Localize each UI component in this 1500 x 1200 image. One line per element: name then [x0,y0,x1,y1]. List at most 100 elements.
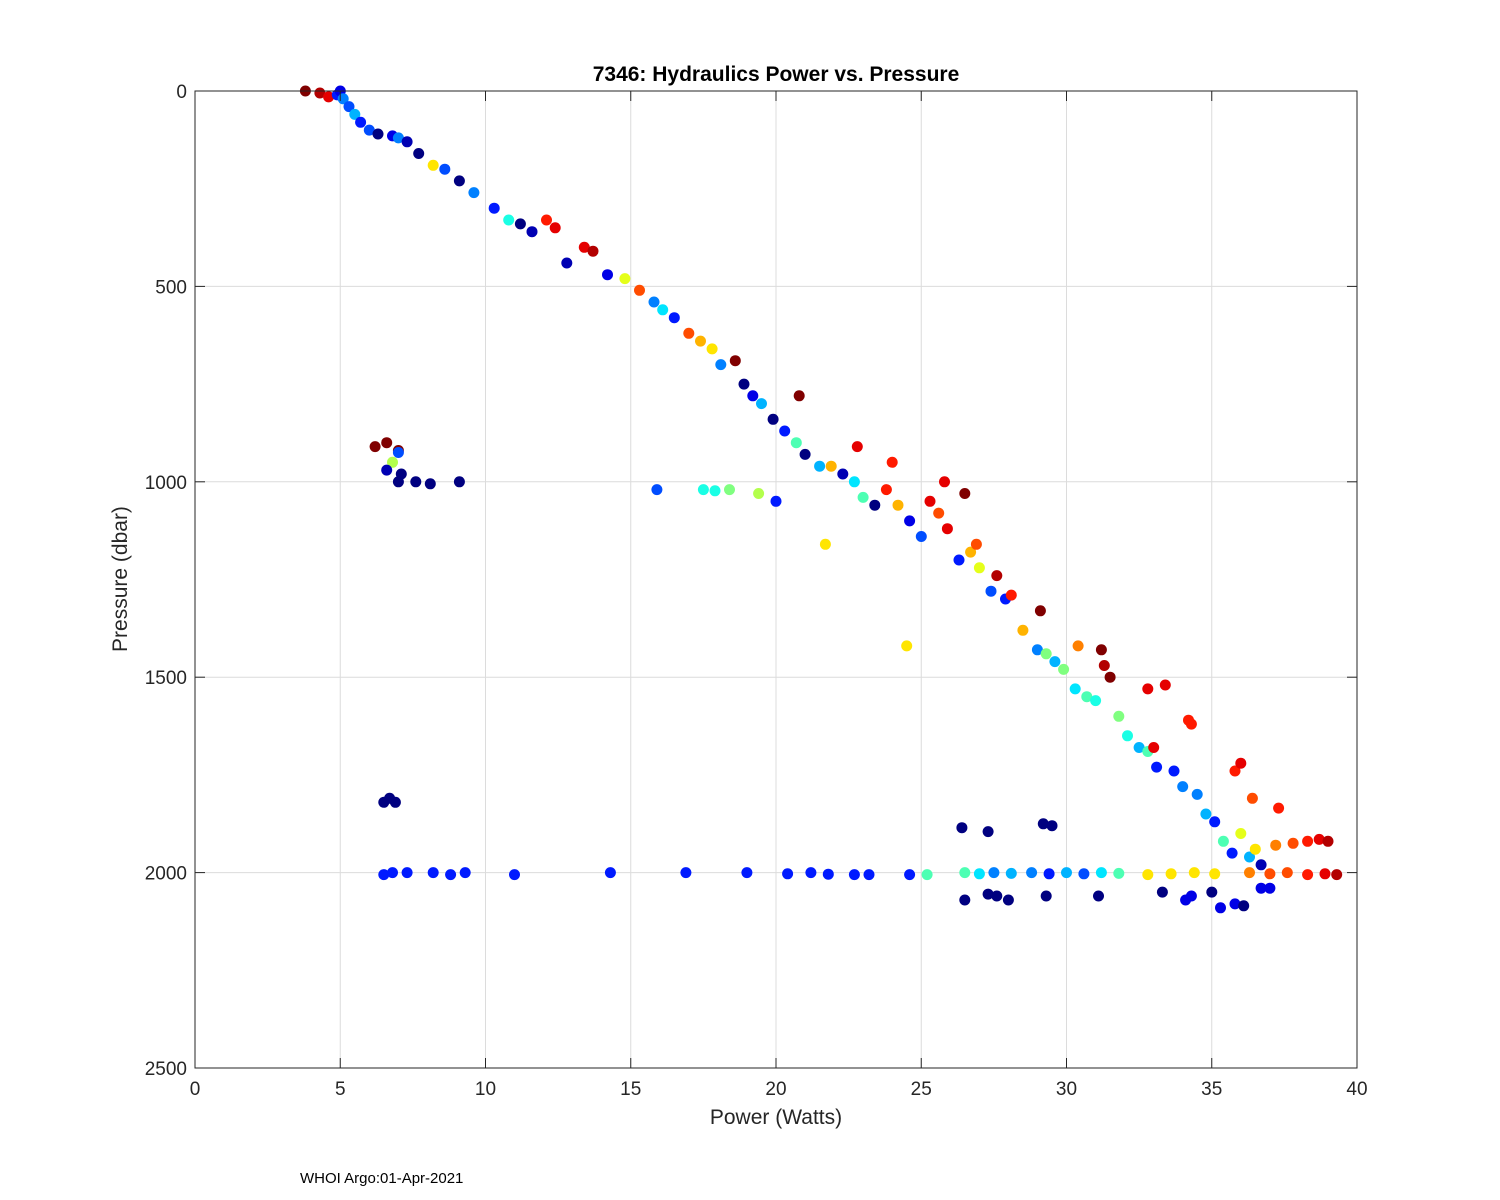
scatter-point [578,241,590,253]
scatter-point [1005,867,1017,879]
scatter-point [355,116,367,128]
scatter-point [459,867,471,879]
scatter-point [680,867,692,879]
scatter-point [779,425,791,437]
scatter-point [1034,605,1046,617]
scatter-point [695,335,706,347]
scatter-point [901,640,913,652]
scatter-point [857,491,869,503]
scatter-point [668,312,680,324]
scatter-point [648,296,660,308]
scatter-point [825,460,837,472]
scatter-point [1168,765,1180,777]
x-tick-label: 20 [765,1079,786,1100]
scatter-point [848,869,860,881]
scatter-point [392,476,404,488]
scatter-point [985,585,997,597]
scatter-point [651,484,663,496]
scatter-point [706,343,718,355]
scatter-point [892,499,904,511]
scatter-point [424,478,436,490]
scatter-point [782,868,794,880]
scatter-point [1078,868,1090,880]
scatter-point [1113,867,1125,879]
scatter-point [988,867,1000,879]
scatter-point [738,378,750,390]
scatter-point [1081,691,1093,703]
scatter-point [1200,808,1212,820]
scatter-point [468,187,480,199]
scatter-point [514,218,526,230]
axis-ticks: 0 5 10 15 20 25 30 35 40 0 500 1000 1500 2000 2500 [145,82,1368,1100]
scatter-point [1069,683,1081,695]
scatter-point [314,87,326,99]
scatter-point [401,136,413,148]
scatter-point [915,531,927,542]
scatter-point [439,163,451,175]
scatter-point [933,507,945,519]
scatter-point [1319,868,1331,880]
scatter-point [1264,868,1276,880]
scatter-point [1226,847,1238,859]
scatter-point [848,476,860,488]
scatter-point [343,101,355,113]
scatter-point [880,484,892,496]
scatter-point [709,485,721,497]
scatter-point [921,869,933,881]
scatter-point [427,159,439,171]
scatter-point [453,175,465,187]
scatter-point [1183,714,1194,726]
scatter-point [363,124,375,136]
chart-title: 7346: Hydraulics Power vs. Pressure [593,63,960,86]
scatter-point [1122,730,1133,742]
scatter-point [683,327,695,339]
scatter-point [323,91,335,103]
scatter-point [503,214,515,226]
y-tick-label: 2000 [145,864,187,885]
scatter-point [837,468,849,480]
scatter-point [991,570,1003,582]
scatter-point [793,390,805,402]
scatter-point [1217,835,1229,847]
scatter-point [1159,679,1171,691]
scatter-point [1188,867,1200,879]
y-tick-label: 500 [155,277,187,298]
scatter-point [886,456,898,468]
scatter-point [1302,869,1314,881]
scatter-point [729,355,741,367]
data-points [299,85,1343,914]
y-tick-label: 2500 [145,1059,187,1080]
scatter-point [924,495,936,507]
x-tick-label: 35 [1201,1079,1222,1100]
y-tick-label: 0 [176,82,187,103]
scatter-point [488,202,500,214]
x-tick-label: 10 [475,1079,496,1100]
scatter-point [1215,902,1226,914]
scatter-point [863,869,875,881]
scatter-point [410,476,422,488]
x-tick-label: 0 [190,1079,201,1100]
scatter-point [1229,765,1241,777]
scatter-point [747,390,759,402]
scatter-point [401,867,413,879]
scatter-point [973,868,985,880]
footer-credit: WHOI Argo:01-Apr-2021 [300,1170,463,1187]
scatter-point [741,867,753,879]
scatter-point [561,257,573,269]
scatter-point [939,476,950,488]
scatter-point [526,226,538,238]
scatter-point [392,132,404,144]
scatter-point [1165,868,1177,880]
scatter-point [1148,742,1160,753]
scatter-point [604,867,616,879]
scatter-point [389,796,401,808]
scatter-point [413,148,425,159]
scatter-point [1098,660,1110,671]
scatter-point [1061,867,1072,879]
scatter-point [724,484,735,496]
scatter-point [965,546,977,558]
scatter-point [959,894,971,906]
scatter-point [1209,816,1221,828]
scatter-point [1249,843,1261,855]
scatter-point [602,269,613,281]
